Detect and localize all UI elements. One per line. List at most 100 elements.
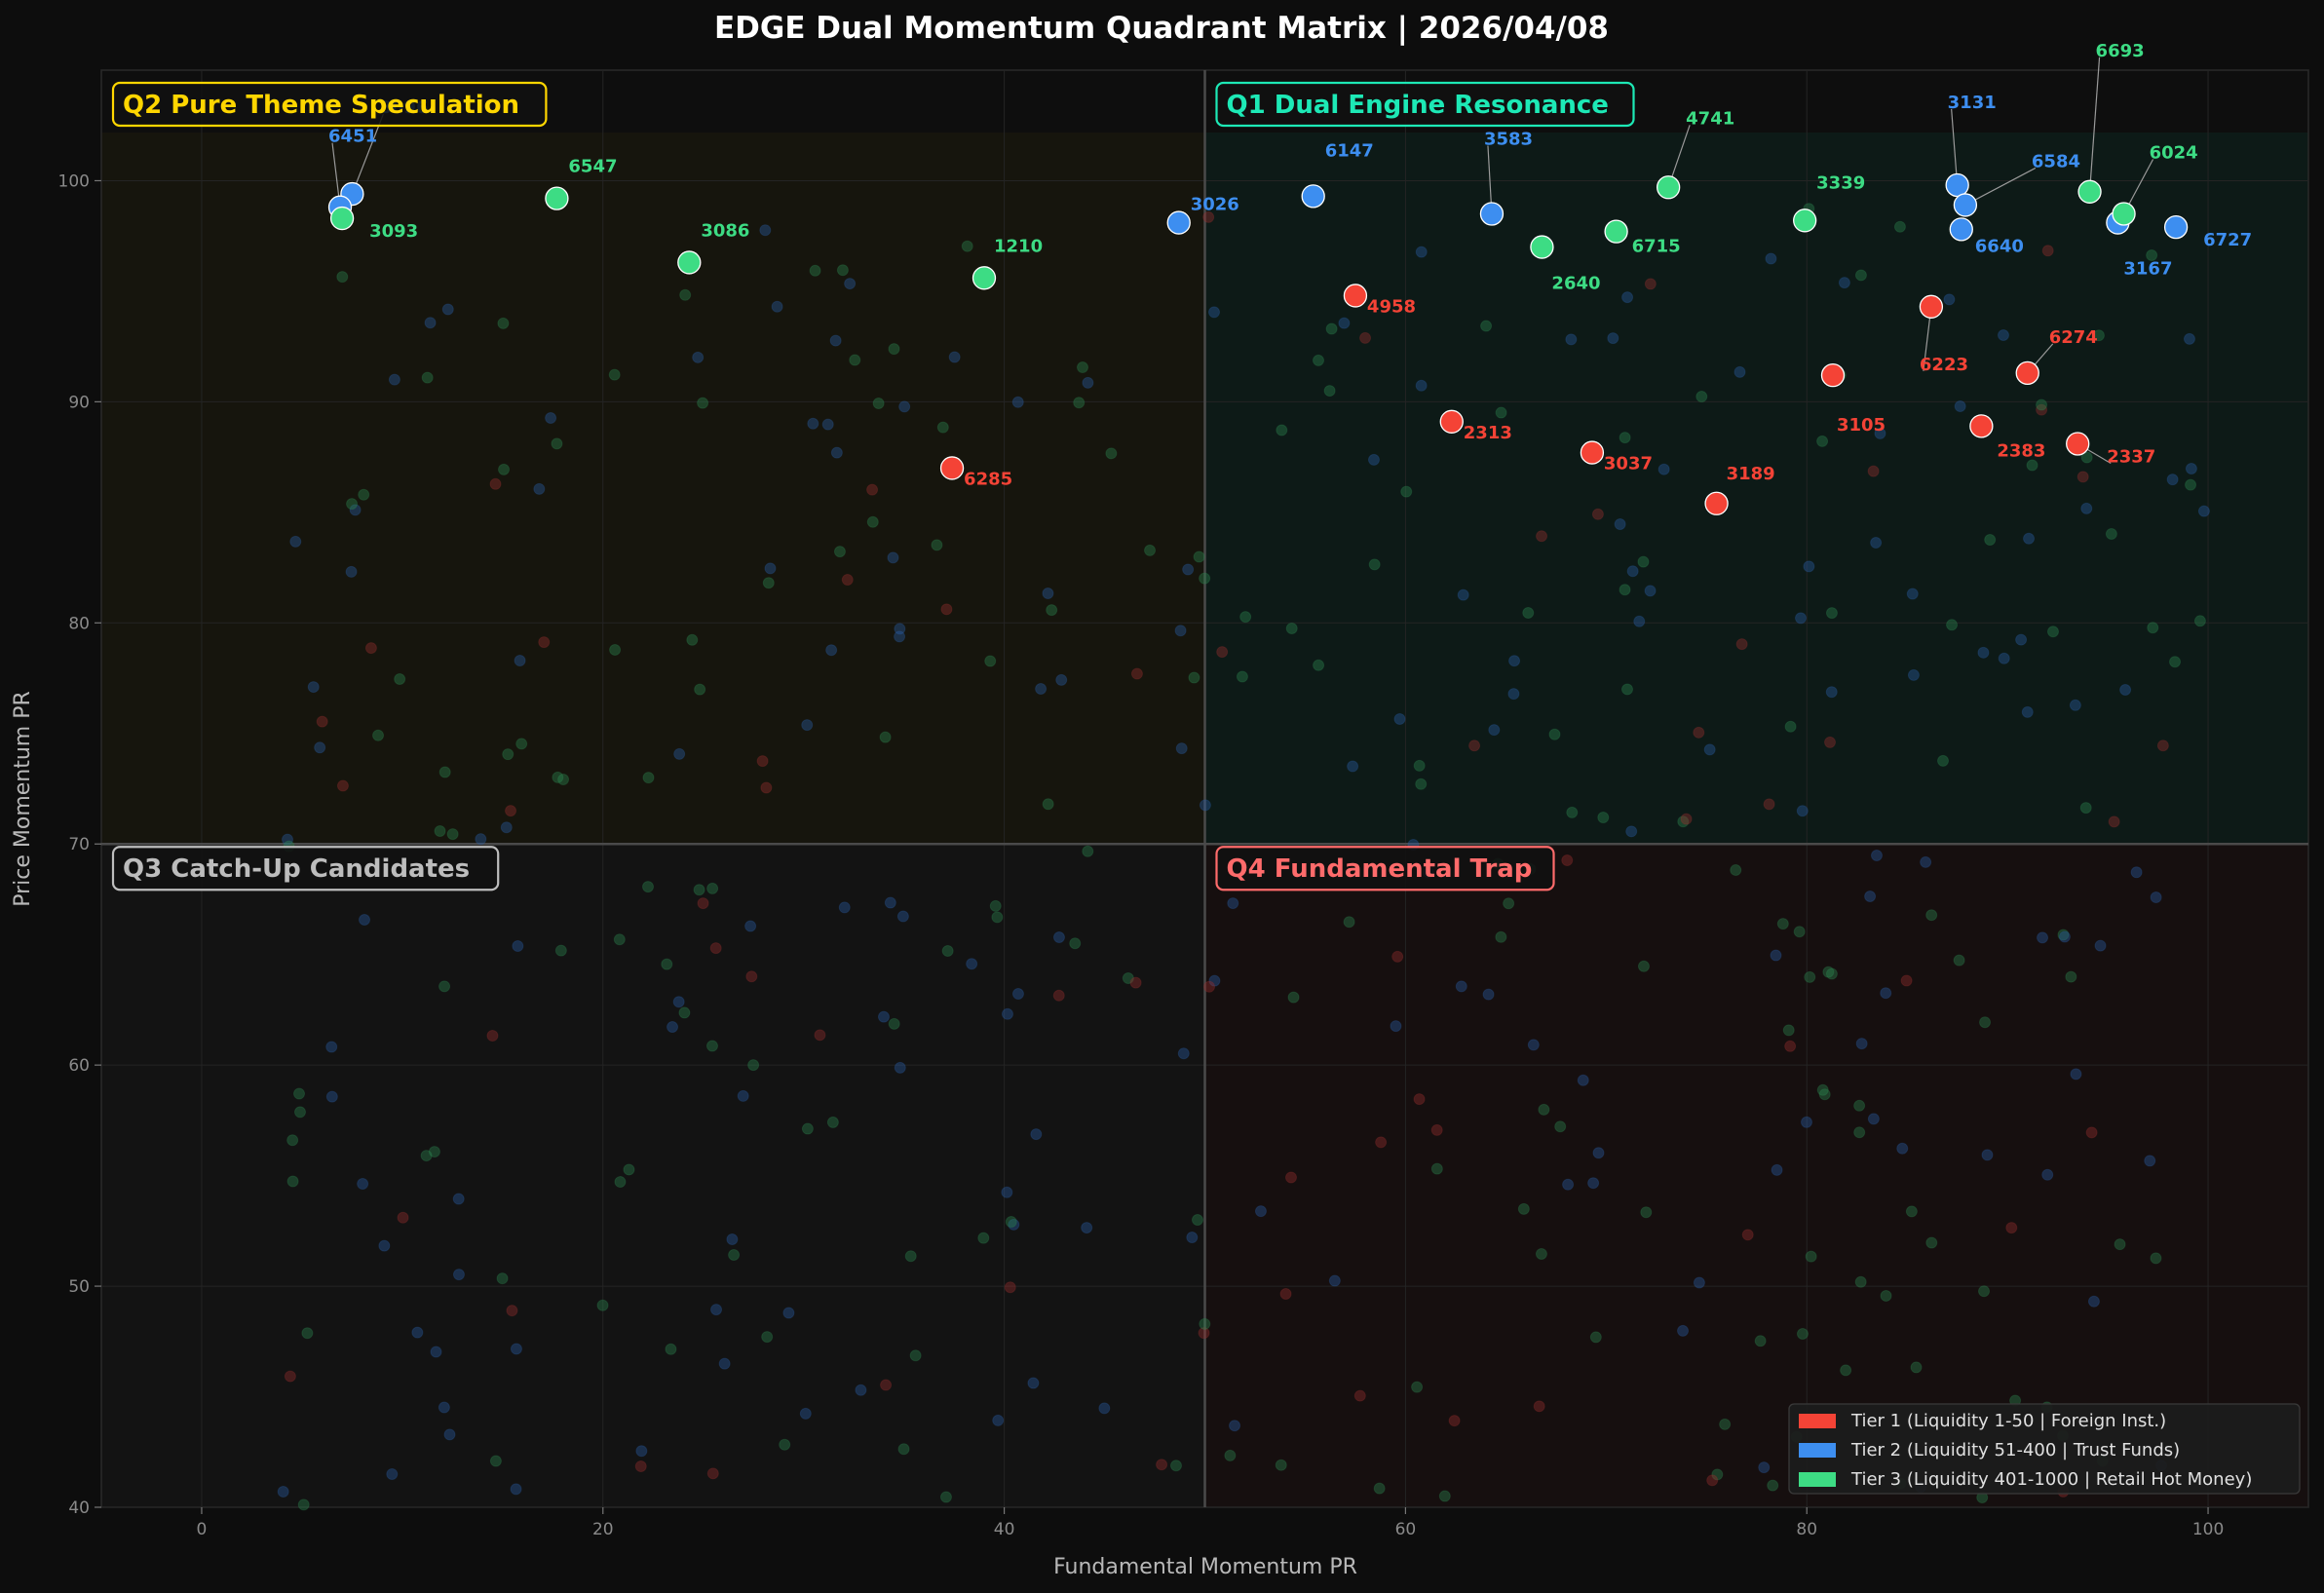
background-dot xyxy=(1375,1136,1388,1149)
x-tick-label: 100 xyxy=(2192,1520,2224,1539)
background-dot xyxy=(2105,527,2117,540)
background-dot xyxy=(438,766,451,778)
background-dot xyxy=(1730,863,1742,876)
background-dot xyxy=(2150,1252,2162,1265)
background-dot xyxy=(667,1021,679,1034)
background-dot xyxy=(2015,633,2028,646)
point-label-6727: 6727 xyxy=(2203,230,2252,250)
background-dot xyxy=(434,825,446,838)
point-label-4958: 4958 xyxy=(1367,296,1416,317)
background-dot xyxy=(762,577,775,589)
background-dot xyxy=(1177,1047,1190,1060)
legend-box xyxy=(1788,1403,2301,1495)
x-tick-label: 60 xyxy=(1395,1520,1417,1539)
background-dot xyxy=(1430,1162,1443,1175)
chart-title: EDGE Dual Momentum Quadrant Matrix | 202… xyxy=(714,11,1609,46)
background-dot xyxy=(1517,1202,1530,1215)
background-dot xyxy=(1027,1377,1040,1389)
background-dot xyxy=(2087,1295,2100,1308)
q4-label-box xyxy=(1215,846,1555,891)
background-dot xyxy=(838,901,851,914)
background-dot xyxy=(1825,607,1838,620)
background-dot xyxy=(372,729,385,741)
background-dot xyxy=(1507,688,1520,701)
background-dot xyxy=(909,1349,922,1362)
point-label-6223: 6223 xyxy=(1920,355,1968,375)
background-dot xyxy=(1098,1402,1111,1415)
background-dot xyxy=(1805,1250,1817,1263)
background-dot xyxy=(388,373,400,386)
background-dot xyxy=(2185,462,2197,474)
background-dot xyxy=(984,655,997,667)
background-dot xyxy=(1169,1460,1182,1472)
point-6223 xyxy=(1919,294,1944,319)
background-dot xyxy=(1105,447,1118,460)
background-dot xyxy=(314,741,326,754)
point-label-3037: 3037 xyxy=(1604,454,1653,474)
background-dot xyxy=(2197,505,2210,517)
point-label-6285: 6285 xyxy=(964,469,1012,489)
background-dot xyxy=(1984,534,1997,547)
background-dot xyxy=(829,334,842,347)
background-dot xyxy=(1925,1236,1938,1249)
point-6024 xyxy=(2112,202,2136,226)
background-dot xyxy=(1011,988,1024,1001)
background-dot xyxy=(514,655,526,667)
background-dot xyxy=(961,240,973,252)
background-dot xyxy=(545,412,557,425)
legend-entry-3: Tier 3 (Liquidity 401-1000 | Retail Hot … xyxy=(1850,1469,2252,1490)
background-dot xyxy=(872,397,885,409)
background-dot xyxy=(1784,720,1797,733)
background-dot xyxy=(2114,1238,2126,1251)
background-dot xyxy=(1854,269,1867,282)
background-dot xyxy=(1082,376,1094,389)
background-dot xyxy=(756,755,769,768)
background-dot xyxy=(1199,572,1211,585)
background-dot xyxy=(1900,974,1913,987)
background-dot xyxy=(424,317,437,329)
background-dot xyxy=(2144,1155,2156,1167)
point-4741 xyxy=(1657,175,1681,200)
background-dot xyxy=(710,1304,723,1316)
point-3339 xyxy=(1793,209,1817,233)
background-dot xyxy=(888,1017,900,1030)
background-dot xyxy=(898,400,911,413)
background-dot xyxy=(2147,622,2159,634)
background-dot xyxy=(1076,361,1088,374)
background-dot xyxy=(297,1498,310,1511)
background-dot xyxy=(866,515,879,528)
background-dot xyxy=(866,483,879,496)
background-dot xyxy=(1030,1128,1043,1141)
point-6285 xyxy=(939,456,965,480)
background-dot xyxy=(1144,544,1157,556)
background-dot xyxy=(2080,502,2093,514)
background-dot xyxy=(1130,667,1143,680)
background-dot xyxy=(2119,684,2132,697)
quadrant-labels: Q1 Dual Engine Resonance Q2 Pure Theme Sp… xyxy=(111,81,1635,891)
background-dot xyxy=(1977,646,1990,659)
y-tick-label: 100 xyxy=(58,171,90,191)
point-labels: 4958 6223 6274 3105 2313 2383 2337 3037 6285 3189… xyxy=(328,41,2252,490)
point-3026 xyxy=(1166,210,1191,235)
background-dot xyxy=(709,942,722,955)
background-dot xyxy=(293,1087,306,1100)
point-2640 xyxy=(1530,235,1554,259)
background-dot xyxy=(809,264,821,277)
point-label-3339: 3339 xyxy=(1816,172,1865,193)
point-label-6715: 6715 xyxy=(1632,237,1681,257)
point-label-6640: 6640 xyxy=(1975,236,2024,256)
background-dot xyxy=(2041,245,2054,257)
background-dot xyxy=(1978,1285,1991,1298)
background-dot xyxy=(1693,1276,1705,1289)
point-label-1210: 1210 xyxy=(994,236,1043,256)
background-dot xyxy=(1287,991,1300,1004)
background-dot xyxy=(1626,565,1639,578)
background-dot xyxy=(346,498,359,511)
background-dot xyxy=(1081,1222,1093,1234)
background-dot xyxy=(728,1249,741,1262)
q1-label-box xyxy=(1215,81,1635,128)
background-dot xyxy=(554,944,567,957)
background-dot xyxy=(931,539,943,551)
background-dot xyxy=(1208,306,1221,319)
